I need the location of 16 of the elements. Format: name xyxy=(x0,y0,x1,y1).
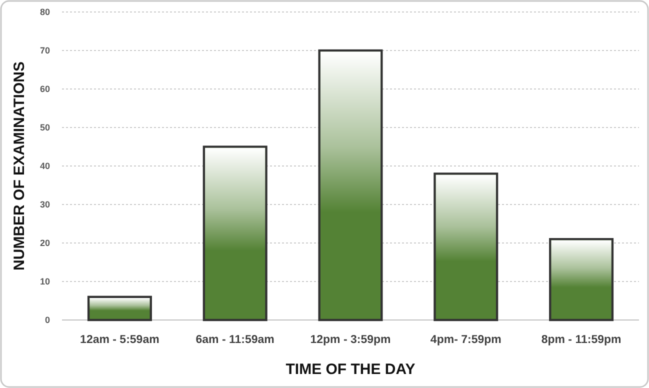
x-tick-label: 4pm- 7:59pm xyxy=(430,334,502,346)
y-tick-label: 20 xyxy=(40,238,50,248)
y-tick-label: 60 xyxy=(40,84,50,94)
y-axis-title: NUMBER OF EXAMINATIONS xyxy=(11,62,28,270)
y-tick-label: 70 xyxy=(40,46,50,56)
x-tick-label: 12pm - 3:59pm xyxy=(310,334,391,346)
y-tick-label: 80 xyxy=(40,7,50,18)
x-tick-label: 8pm - 11:59pm xyxy=(541,334,622,346)
y-tick-label: 40 xyxy=(40,161,50,172)
x-tick-label: 12am - 5:59am xyxy=(80,334,160,346)
y-tick-label: 30 xyxy=(40,200,50,210)
x-tick-label: 6am - 11:59am xyxy=(196,334,274,346)
y-tick-label: 50 xyxy=(40,122,50,133)
y-tick-label: 0 xyxy=(44,315,50,326)
y-tick-label: 10 xyxy=(40,276,50,287)
x-axis-title: TIME OF THE DAY xyxy=(286,361,416,378)
